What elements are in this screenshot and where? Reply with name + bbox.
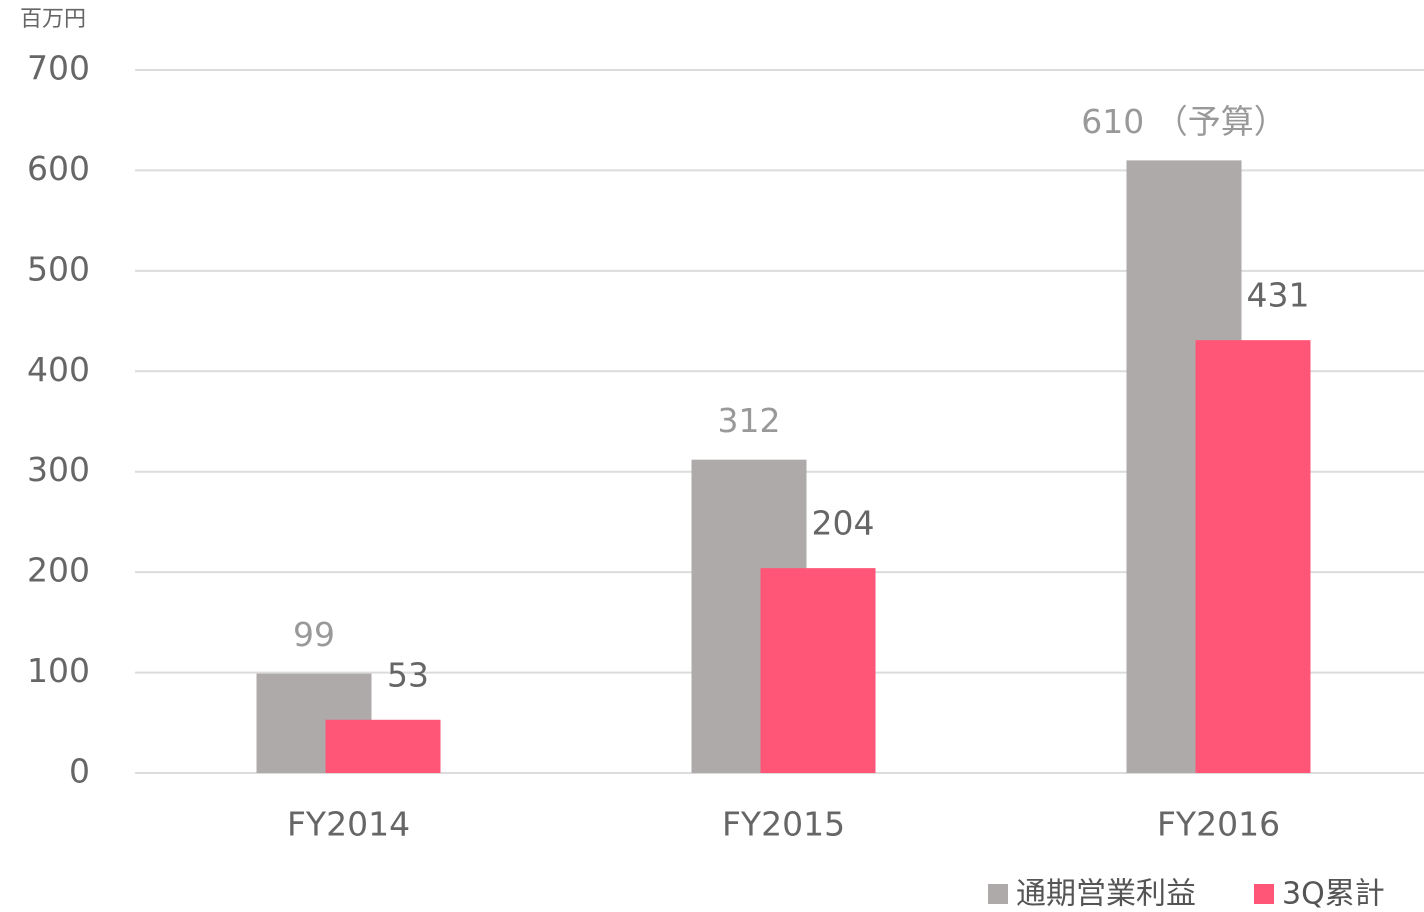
value-label: 204 xyxy=(812,504,875,543)
y-tick-label: 200 xyxy=(27,551,90,590)
value-label: 99 xyxy=(293,615,335,654)
y-tick-label: 300 xyxy=(27,450,90,489)
y-tick-label: 100 xyxy=(27,651,90,690)
legend-swatch xyxy=(988,884,1008,904)
x-tick-label: FY2015 xyxy=(722,805,845,844)
y-tick-label: 0 xyxy=(69,752,90,791)
legend-swatch xyxy=(1254,884,1274,904)
y-tick-label: 400 xyxy=(27,350,90,389)
y-axis-label: 百万円 xyxy=(20,7,86,32)
legend-label: 3Q累計 xyxy=(1282,877,1385,912)
value-label: 312 xyxy=(718,401,781,440)
x-tick-label: FY2016 xyxy=(1157,805,1280,844)
y-tick-label: 600 xyxy=(27,149,90,188)
y-tick-label: 700 xyxy=(27,49,90,88)
value-label: 53 xyxy=(387,655,429,694)
value-label: 610 （予算） xyxy=(1081,102,1286,141)
bar xyxy=(760,568,876,773)
y-tick-label: 500 xyxy=(27,249,90,288)
value-label: 431 xyxy=(1247,276,1310,315)
bar xyxy=(1195,340,1311,773)
legend-label: 通期営業利益 xyxy=(1016,877,1196,912)
bar xyxy=(325,719,441,773)
x-tick-label: FY2014 xyxy=(287,805,410,844)
